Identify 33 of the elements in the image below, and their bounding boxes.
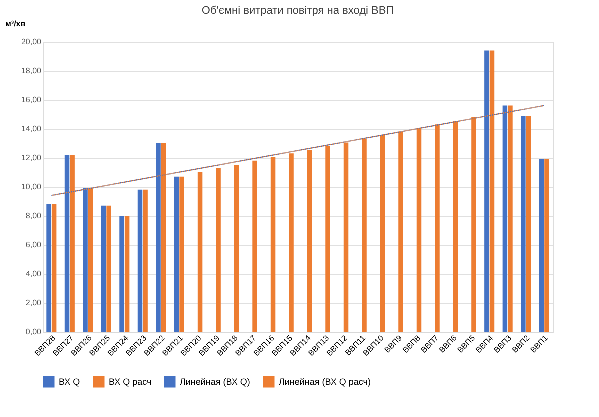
- y-tick-label: 20,00: [21, 38, 42, 46]
- bar: [101, 206, 106, 332]
- y-tick-label: 18,00: [21, 66, 42, 76]
- legend-label: Линейная (ВХ Q): [180, 377, 250, 387]
- y-tick-label: 0,00: [26, 328, 42, 336]
- legend-label: ВХ Q расч: [109, 377, 152, 387]
- bar: [526, 116, 532, 332]
- bar: [234, 165, 240, 332]
- y-tick-label: 8,00: [26, 212, 42, 220]
- y-tick-label: 16,00: [21, 96, 42, 104]
- bar: [174, 176, 180, 332]
- y-tick-label: 14,00: [21, 124, 42, 134]
- y-tick-label: 12,00: [21, 154, 42, 162]
- bar: [521, 116, 526, 332]
- y-axis-title: м³/хв: [6, 20, 26, 28]
- chart-title: Об'ємні витрати повітря на вході ВВП: [202, 5, 394, 17]
- y-tick-label: 4,00: [26, 270, 42, 278]
- bar: [106, 206, 112, 332]
- bar: [539, 159, 544, 332]
- bar: [138, 190, 143, 332]
- bar: [198, 172, 203, 332]
- legend-label: Линейная (ВХ Q расч): [279, 377, 371, 387]
- legend-label: ВХ Q: [59, 377, 80, 387]
- y-tick-label: 10,00: [21, 182, 42, 192]
- bar: [52, 204, 57, 332]
- y-tick-label: 6,00: [26, 240, 42, 250]
- bar: [180, 176, 184, 332]
- y-tick-label: 2,00: [26, 298, 42, 308]
- bar: [120, 216, 124, 332]
- bar: [544, 159, 550, 332]
- bar: [46, 204, 52, 332]
- bar: [143, 190, 148, 332]
- bar: [124, 216, 130, 332]
